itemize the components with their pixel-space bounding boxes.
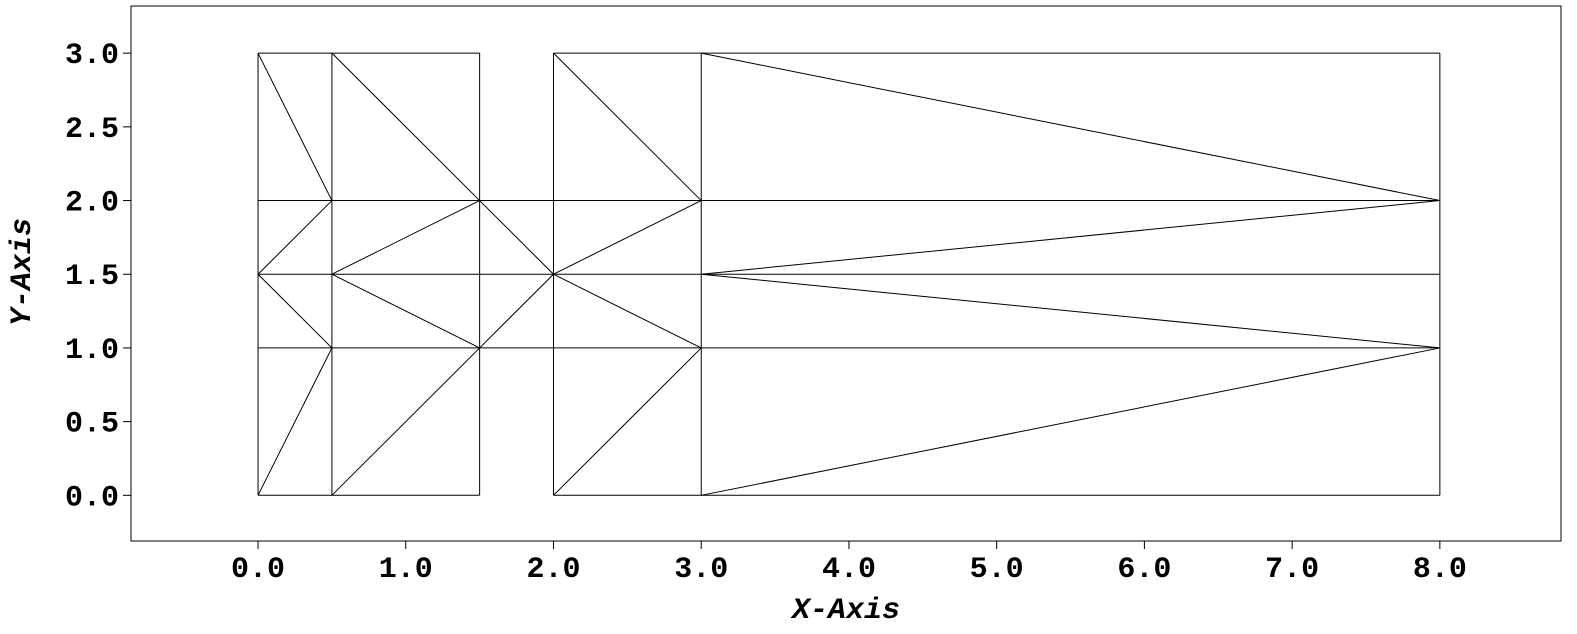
mesh-edge (257, 273, 333, 349)
x-tick-label: 7.0 (1265, 553, 1319, 587)
mesh-edge (257, 347, 333, 496)
x-tick-label: 4.0 (822, 553, 876, 587)
y-tick-label: 2.5 (65, 113, 119, 147)
plot-frame (130, 5, 1562, 542)
y-axis-label: Y-Axis (6, 218, 40, 326)
mesh-edge (701, 273, 1440, 349)
mesh-edge (479, 200, 554, 275)
y-tick-label: 0.5 (65, 408, 119, 442)
y-tick-label: 2.0 (65, 187, 119, 221)
mesh-edge (331, 347, 480, 496)
mesh-edge (701, 52, 1440, 202)
mesh-edge (553, 200, 702, 275)
mesh-edge (553, 273, 702, 349)
y-tick-label: 1.5 (65, 260, 119, 294)
x-tick-label: 6.0 (1117, 553, 1171, 587)
mesh-edge (553, 347, 702, 496)
x-tick-label: 1.0 (379, 553, 433, 587)
x-tick-label: 8.0 (1413, 553, 1467, 587)
mesh-edge (479, 273, 554, 349)
mesh-edge (331, 200, 480, 275)
mesh-edge (257, 52, 333, 201)
x-tick-label: 5.0 (970, 553, 1024, 587)
mesh-edge (331, 52, 480, 201)
x-tick-label: 2.0 (526, 553, 580, 587)
y-tick-label: 3.0 (65, 39, 119, 73)
y-tick-label: 1.0 (65, 334, 119, 368)
x-tick-label: 0.0 (231, 553, 285, 587)
y-tick-label: 0.0 (65, 481, 119, 515)
mesh-edge (553, 52, 702, 201)
mesh-edge (701, 200, 1440, 275)
mesh-edge (331, 273, 480, 349)
x-axis-label: X-Axis (790, 594, 900, 628)
mesh-edge (701, 347, 1440, 496)
x-tick-label: 3.0 (674, 553, 728, 587)
mesh-edge (257, 200, 333, 275)
